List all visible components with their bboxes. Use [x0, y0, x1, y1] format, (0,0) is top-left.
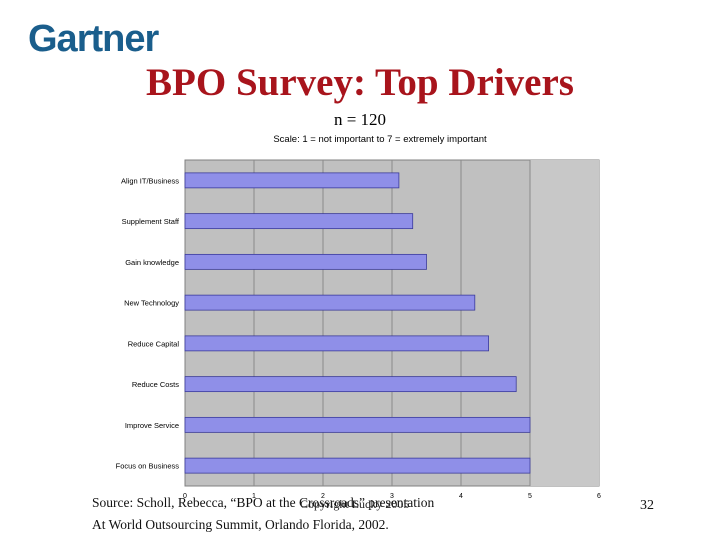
bar	[184, 416, 531, 433]
category-label: Align IT/Business	[121, 176, 179, 185]
source-event: At World Outsourcing Summit, Orlando Flo…	[92, 517, 389, 532]
category-label: Gain knowledge	[125, 258, 179, 267]
chart-title: Scale: 1 = not important to 7 = extremel…	[273, 134, 487, 145]
x-tick-label: 1	[252, 493, 256, 500]
bar	[184, 253, 427, 270]
x-tick-label: 6	[597, 493, 601, 500]
category-label: Focus on Business	[116, 462, 180, 471]
bar	[184, 213, 414, 230]
category-label: Improve Service	[125, 421, 179, 430]
category-label: Supplement Staff	[122, 217, 180, 226]
gartner-logo: Gartner	[28, 16, 172, 62]
bar	[184, 172, 400, 189]
x-tick-label: 3	[390, 493, 394, 500]
x-tick-label: 5	[528, 493, 532, 500]
category-label: Reduce Capital	[128, 339, 180, 348]
category-label: Reduce Costs	[132, 380, 179, 389]
x-tick-label: 4	[459, 493, 463, 500]
page-number: 32	[640, 498, 654, 513]
x-tick-label: 2	[321, 493, 325, 500]
sample-size: n = 120	[333, 110, 387, 129]
slide-title: BPO Survey: Top Drivers	[146, 61, 574, 104]
bar	[184, 335, 490, 352]
bar	[184, 376, 517, 393]
category-label: New Technology	[124, 299, 179, 308]
copyright-notice: Copyright Lucky 2005	[300, 497, 410, 511]
bar	[184, 457, 531, 474]
logo-text: Gartner	[28, 18, 159, 60]
x-tick-label: 0	[183, 493, 187, 500]
plot-band	[530, 160, 599, 486]
bar	[184, 294, 476, 311]
source-citation: Source: Scholl, Rebecca, “BPO at the Cro…	[92, 495, 435, 510]
